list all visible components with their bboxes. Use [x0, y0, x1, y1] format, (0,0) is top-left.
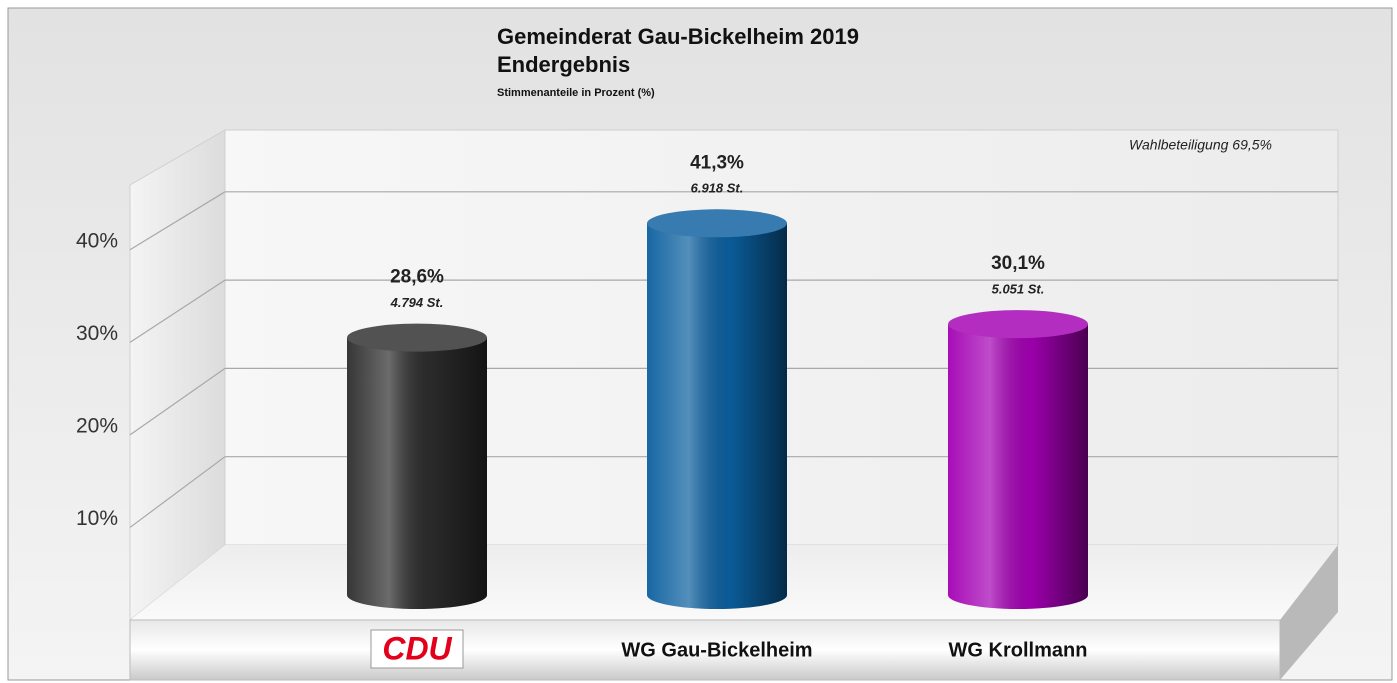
y-tick-label: 10% — [76, 507, 118, 530]
base-side — [1280, 545, 1338, 680]
x-tick-label: CDU — [382, 630, 452, 666]
bar-top-highlight — [347, 323, 487, 352]
value-label: 41,3% — [690, 152, 744, 173]
value-label: 28,6% — [390, 267, 444, 288]
annotation: Wahlbeteiligung 69,5% — [1129, 137, 1272, 153]
chart-title: Gemeinderat Gau-Bickelheim 2019 — [497, 24, 859, 49]
value-label: 30,1% — [991, 253, 1045, 274]
grid-line — [129, 279, 226, 343]
bar-top-highlight — [647, 209, 787, 238]
logo-box — [370, 629, 464, 669]
x-tick-label: WG Krollmann — [949, 639, 1088, 661]
grid-line — [129, 456, 226, 528]
vote-label: 6.918 St. — [691, 181, 744, 196]
bar-top — [647, 209, 787, 238]
bar-top-highlight — [948, 310, 1088, 339]
x-tick-label: WG Gau-Bickelheim — [621, 639, 812, 661]
bar-top — [948, 310, 1088, 339]
bar-shade — [647, 223, 787, 610]
side-wall — [129, 129, 226, 622]
grid-line — [129, 367, 226, 436]
bar-top — [347, 323, 487, 352]
chart-subtitle: Endergebnis — [497, 52, 630, 77]
bar-shade — [948, 324, 1088, 609]
bar-shade — [347, 337, 487, 609]
y-tick-label: 20% — [76, 414, 118, 437]
vote-label: 4.794 St. — [390, 295, 444, 310]
y-tick-label: 30% — [76, 322, 118, 345]
vote-label: 5.051 St. — [992, 282, 1045, 297]
chart-note: Stimmenanteile in Prozent (%) — [497, 87, 655, 99]
grid-line — [129, 191, 226, 251]
y-tick-label: 40% — [76, 229, 118, 252]
